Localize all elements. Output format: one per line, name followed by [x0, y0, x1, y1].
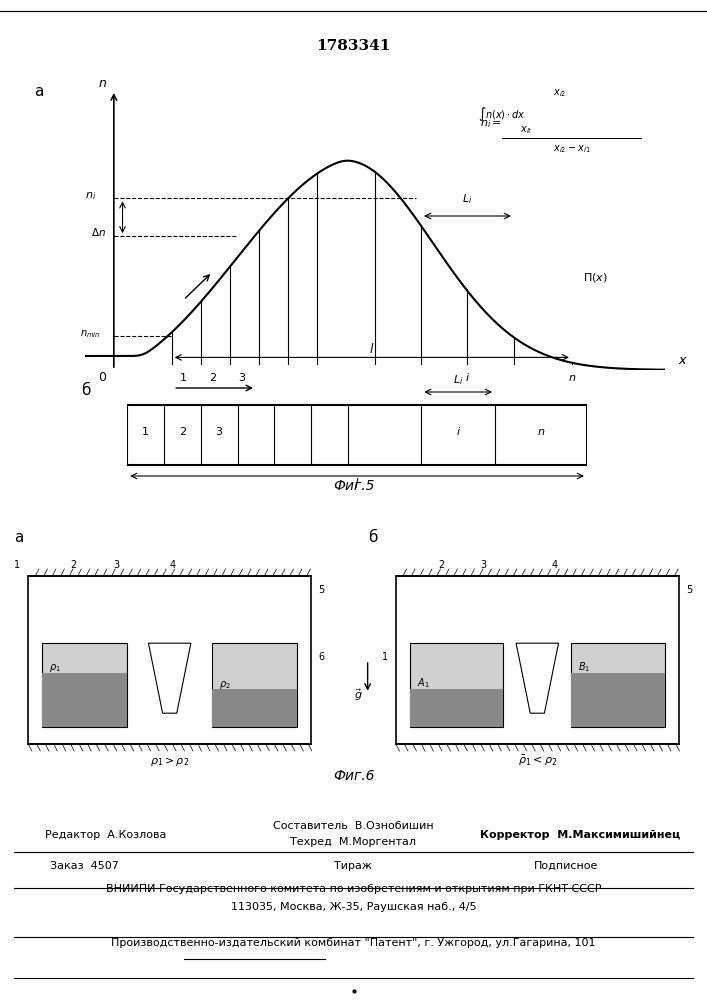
Text: 2: 2 [438, 560, 445, 570]
Bar [212, 643, 297, 727]
Text: $n$: $n$ [537, 427, 545, 437]
Text: $B_1$: $B_1$ [578, 660, 590, 674]
Text: 6: 6 [318, 652, 325, 662]
Text: 1783341: 1783341 [316, 38, 391, 52]
Text: $\rho_1 > \rho_2$: $\rho_1 > \rho_2$ [150, 755, 189, 768]
Bar [127, 405, 587, 465]
Text: 2: 2 [71, 560, 77, 570]
Text: 3: 3 [216, 427, 223, 437]
Bar [410, 689, 503, 727]
Text: 4: 4 [551, 560, 558, 570]
Polygon shape [516, 643, 559, 713]
Text: a: a [14, 530, 23, 545]
Text: $\Pi(x)$: $\Pi(x)$ [583, 271, 607, 284]
Bar [396, 576, 679, 744]
Text: 2: 2 [209, 373, 216, 383]
Text: Подписное: Подписное [533, 861, 598, 871]
Bar [212, 689, 297, 727]
Text: Техред  М.Моргентал: Техред М.Моргентал [291, 837, 416, 847]
Bar [571, 673, 665, 727]
Text: 3: 3 [113, 560, 119, 570]
Text: $\bar{\rho}_1 < \rho_2$: $\bar{\rho}_1 < \rho_2$ [518, 753, 557, 768]
Bar [42, 643, 127, 727]
Text: 0: 0 [98, 371, 106, 384]
Text: $A_1$: $A_1$ [417, 677, 430, 690]
Text: $n_i=$: $n_i=$ [480, 118, 501, 130]
Text: 3: 3 [238, 373, 245, 383]
Text: 3: 3 [481, 560, 487, 570]
Text: Корректор  М.Максимишийнец: Корректор М.Максимишийнец [479, 830, 680, 840]
Text: б: б [81, 383, 90, 398]
Bar [42, 673, 127, 727]
Text: Составитель  В.Ознобишин: Составитель В.Ознобишин [273, 821, 434, 831]
Text: $x_{i2} - x_{i1}$: $x_{i2} - x_{i1}$ [553, 144, 591, 155]
Text: 1: 1 [382, 652, 388, 662]
Text: Фиг.5: Фиг.5 [333, 479, 374, 493]
Text: $n$: $n$ [568, 373, 576, 383]
Text: 2: 2 [179, 427, 186, 437]
Text: $l$: $l$ [354, 477, 360, 491]
Text: $\Delta n$: $\Delta n$ [90, 226, 105, 238]
Text: $i$: $i$ [465, 371, 470, 383]
Text: Редактор  А.Козлова: Редактор А.Козлова [45, 830, 167, 840]
Text: a: a [34, 84, 43, 99]
Text: Заказ  4507: Заказ 4507 [50, 861, 119, 871]
Text: n: n [98, 77, 106, 90]
Text: 1: 1 [14, 560, 21, 570]
Text: 5: 5 [318, 585, 325, 595]
Text: $\vec{g}$: $\vec{g}$ [354, 687, 362, 703]
Text: x: x [678, 354, 686, 367]
Bar [28, 576, 311, 744]
Text: Фиг.6: Фиг.6 [333, 769, 374, 783]
Bar [571, 643, 665, 727]
Text: 5: 5 [686, 585, 692, 595]
Text: $L_i$: $L_i$ [453, 373, 463, 387]
Text: $\int n(x)\cdot dx$: $\int n(x)\cdot dx$ [479, 105, 526, 123]
Text: $L_i$: $L_i$ [462, 192, 472, 206]
Text: б: б [368, 530, 377, 545]
Text: 113035, Москва, Ж-35, Раушская наб., 4/5: 113035, Москва, Ж-35, Раушская наб., 4/5 [230, 902, 477, 912]
Text: 1: 1 [142, 427, 149, 437]
Text: Производственно-издательский комбинат "Патент", г. Ужгород, ул.Гагарина, 101: Производственно-издательский комбинат "П… [111, 938, 596, 948]
Text: $n_i$: $n_i$ [85, 190, 96, 202]
Text: $x_{it}$: $x_{it}$ [520, 124, 532, 136]
Polygon shape [148, 643, 191, 713]
Text: Тираж: Тираж [334, 861, 373, 871]
Bar [410, 643, 503, 727]
Text: 1: 1 [180, 373, 187, 383]
Text: ВНИИПИ Государственного комитета по изобретениям и открытиям при ГКНТ СССР: ВНИИПИ Государственного комитета по изоб… [106, 884, 601, 894]
Text: $\rho_2$: $\rho_2$ [219, 679, 231, 691]
Text: $l$: $l$ [369, 342, 375, 356]
Text: $\rho_1$: $\rho_1$ [49, 662, 62, 674]
Text: 4: 4 [170, 560, 176, 570]
Text: $x_{i2}$: $x_{i2}$ [554, 88, 567, 99]
Text: $i$: $i$ [455, 425, 461, 437]
Text: $n_{min}$: $n_{min}$ [81, 328, 101, 340]
